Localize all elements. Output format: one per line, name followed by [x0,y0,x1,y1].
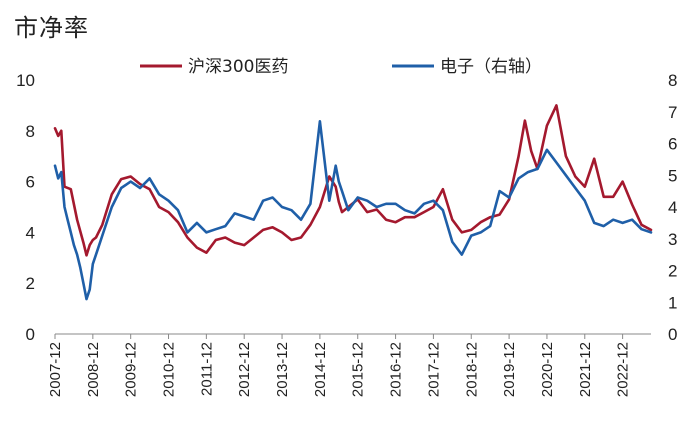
x-tick-label: 2012-12 [236,342,253,397]
x-tick-label: 2008-12 [85,342,102,397]
x-tick-label: 2018-12 [463,342,480,397]
left-axis-ticks: 0 2 4 6 8 10 [16,71,35,344]
x-axis-ticks: 2007-12 2008-12 2009-12 2010-12 2011-12 2012-… [47,334,632,397]
series-line-1 [53,104,653,257]
x-tick-label: 2011-12 [198,342,215,396]
x-tick-label: 2007-12 [47,342,64,397]
right-y-tick-label: 3 [668,230,677,249]
x-tick-label: 2014-12 [312,342,329,397]
left-y-tick-label: 6 [26,173,35,192]
legend-label-1: 沪深300医药 [188,57,288,77]
x-tick-label: 2013-12 [274,342,291,397]
right-y-tick-label: 1 [668,293,677,312]
right-y-tick-label: 6 [668,135,677,154]
left-y-tick-label: 10 [16,71,35,90]
right-y-tick-label: 4 [668,198,677,217]
right-y-tick-label: 5 [668,166,677,185]
right-axis-ticks: 0 1 2 3 4 5 6 7 8 [668,71,677,344]
right-y-tick-label: 7 [668,103,677,122]
legend: 沪深300医药 电子（右轴） [140,57,542,77]
x-tick-label: 2017-12 [425,342,442,397]
x-tick-label: 2010-12 [161,342,178,397]
left-y-tick-label: 0 [26,325,35,344]
right-y-tick-label: 2 [668,262,677,281]
x-tick-label: 2022-12 [615,342,632,397]
right-y-tick-label: 8 [668,71,677,90]
x-tick-label: 2019-12 [501,342,518,397]
x-tick-label: 2016-12 [388,342,405,397]
series-line-2 [53,120,653,301]
chart-title: 市净率 [14,14,89,42]
x-tick-label: 2009-12 [123,342,140,397]
left-y-tick-label: 8 [26,122,35,141]
x-tick-label: 2021-12 [577,342,594,397]
legend-label-2: 电子（右轴） [440,57,542,77]
left-y-tick-label: 4 [26,223,35,242]
series-group [53,104,653,301]
x-tick-label: 2020-12 [539,342,556,397]
x-tick-label: 2015-12 [350,342,367,397]
right-y-tick-label: 0 [668,325,677,344]
left-y-tick-label: 2 [26,274,35,293]
